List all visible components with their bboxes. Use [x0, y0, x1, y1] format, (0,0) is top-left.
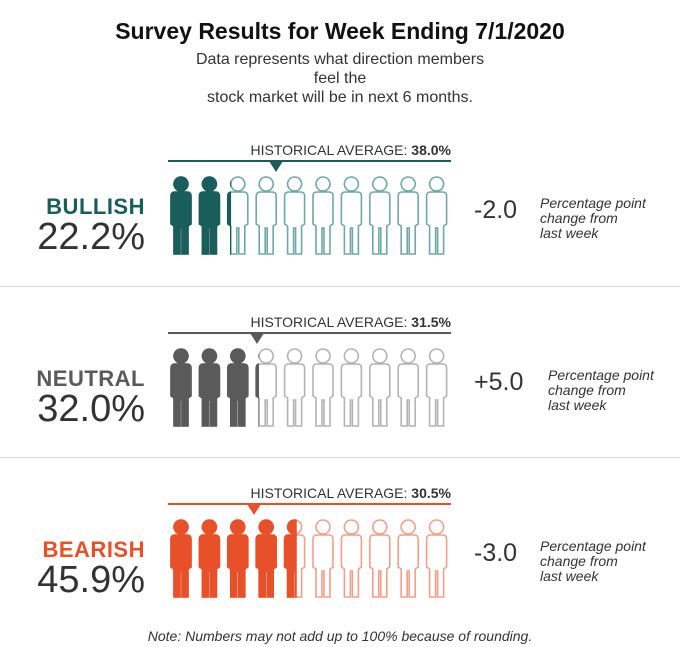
subtitle-line-2: stock market will be in next 6 months. [207, 89, 473, 106]
category-label: NEUTRAL [36, 366, 145, 391]
person-icon-filled [170, 176, 192, 255]
person-icon-filled [255, 519, 277, 598]
person-icon-outline [369, 176, 391, 255]
historical-average-prefix: HISTORICAL AVERAGE: [250, 485, 412, 501]
person-icon-filled [198, 348, 221, 427]
person-icon-outline [340, 519, 363, 598]
change-note-line-3: last week [540, 568, 599, 584]
person-icon-outline [340, 348, 363, 427]
change-note-line-2: change from [540, 210, 618, 226]
historical-average-text: HISTORICAL AVERAGE: 38.0% [168, 142, 452, 158]
historical-average-value: 31.5% [411, 314, 451, 330]
person-icon-filled [227, 180, 232, 255]
historical-average-prefix: HISTORICAL AVERAGE: [250, 142, 412, 158]
person-icon-outline [283, 176, 306, 255]
person-icon-filled [170, 348, 192, 427]
historical-average-text: HISTORICAL AVERAGE: 30.5% [168, 485, 452, 501]
category-label: BULLISH [46, 194, 145, 219]
person-icon-outline [312, 519, 334, 598]
category-value: 45.9% [37, 559, 145, 601]
section-divider [0, 457, 680, 458]
change-value: -3.0 [474, 539, 518, 567]
people-pictogram [170, 176, 448, 255]
chart-title: Survey Results for Week Ending 7/1/2020 [115, 18, 565, 44]
chart-subtitle: Data represents what direction members f… [190, 50, 490, 107]
person-icon-filled [198, 519, 221, 598]
change-note: Percentage point change from last week [540, 196, 675, 241]
change-note-line-1: Percentage point [540, 538, 646, 554]
change-note-line-2: change from [548, 382, 626, 398]
historical-average-line [168, 332, 451, 334]
person-icon-outline [312, 348, 334, 427]
category-label: BEARISH [42, 537, 145, 562]
person-icon-outline [227, 176, 249, 255]
person-icon-outline [369, 348, 391, 427]
person-icon-filled [255, 353, 259, 427]
change-note-line-3: last week [548, 397, 607, 413]
person-icon-outline [255, 348, 277, 427]
change-value: +5.0 [474, 368, 524, 396]
people-pictogram [170, 348, 448, 427]
change-note-line-3: last week [540, 225, 599, 241]
change-value: -2.0 [474, 196, 518, 224]
historical-average-line [168, 160, 451, 162]
person-icon-outline [255, 176, 277, 255]
person-icon-outline [397, 519, 419, 598]
section-neutral: HISTORICAL AVERAGE: 31.5% NEUTRAL 32.0% … [0, 288, 680, 458]
historical-average-marker [250, 333, 265, 344]
category-value: 32.0% [37, 388, 145, 430]
person-icon-filled [198, 176, 221, 255]
change-note-line-1: Percentage point [540, 195, 646, 211]
change-note-line-2: change from [540, 553, 618, 569]
change-note: Percentage point change from last week [540, 539, 675, 584]
section-bearish: HISTORICAL AVERAGE: 30.5% BEARISH 45.9% … [0, 459, 680, 629]
change-note-line-1: Percentage point [548, 367, 654, 383]
change-note: Percentage point change from last week [548, 368, 680, 413]
historical-average-line [168, 503, 451, 505]
person-icon-filled [283, 519, 297, 598]
historical-average-value: 38.0% [411, 142, 451, 158]
historical-average-marker [247, 504, 262, 515]
historical-average-value: 30.5% [411, 485, 451, 501]
person-icon-outline [312, 176, 334, 255]
person-icon-outline [340, 176, 363, 255]
person-icon-filled [227, 348, 249, 427]
person-icon-outline [283, 348, 306, 427]
historical-average-text: HISTORICAL AVERAGE: 31.5% [168, 314, 452, 330]
person-icon-outline [425, 348, 448, 427]
person-icon-filled [227, 519, 249, 598]
section-bullish: HISTORICAL AVERAGE: 38.0% BULLISH 22.2% … [0, 116, 680, 286]
person-icon-outline [397, 176, 419, 255]
person-icon-outline [397, 348, 419, 427]
people-pictogram [170, 519, 448, 598]
subtitle-line-1: Data represents what direction members f… [195, 51, 485, 87]
historical-average-prefix: HISTORICAL AVERAGE: [250, 314, 412, 330]
historical-average-marker [268, 161, 283, 172]
person-icon-filled [170, 519, 192, 598]
person-icon-outline [425, 176, 448, 255]
person-icon-outline [425, 519, 448, 598]
person-icon-outline [369, 519, 391, 598]
footnote: Note: Numbers may not add up to 100% bec… [147, 628, 533, 644]
section-divider [0, 286, 680, 287]
category-value: 22.2% [37, 216, 145, 258]
